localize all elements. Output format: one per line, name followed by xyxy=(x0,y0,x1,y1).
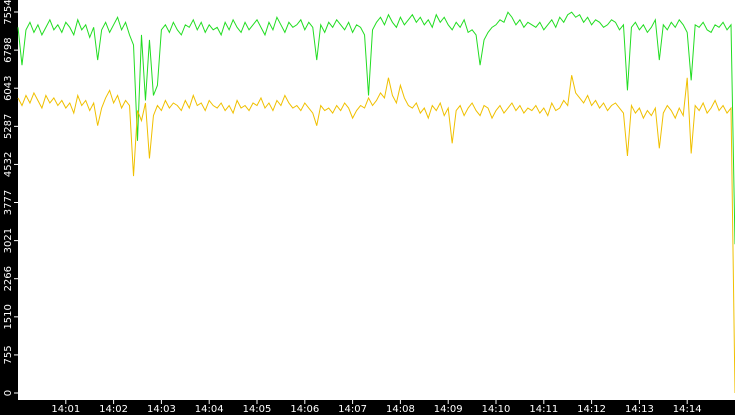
x-tick-label: 14:05 xyxy=(243,404,272,415)
y-tick-label: 4532 xyxy=(3,152,14,177)
y-tick-label: 6798 xyxy=(3,37,14,62)
x-tick-label: 14:11 xyxy=(529,404,558,415)
x-tick-label: 14:09 xyxy=(434,404,463,415)
y-tick-label: 7554 xyxy=(3,0,14,25)
x-tick-label: 14:01 xyxy=(51,404,80,415)
x-tick-label: 14:14 xyxy=(673,404,702,415)
x-tick-label: 14:12 xyxy=(577,404,606,415)
y-tick-label: 3021 xyxy=(3,228,14,253)
y-tick-label: 0 xyxy=(3,390,14,396)
plot-area xyxy=(18,0,735,400)
y-tick-label: 755 xyxy=(3,345,14,364)
y-tick-label: 1510 xyxy=(3,304,14,329)
y-tick-label: 6043 xyxy=(3,75,14,100)
y-tick-label: 2266 xyxy=(3,266,14,291)
series-line xyxy=(17,11,735,245)
x-tick-label: 14:08 xyxy=(386,404,415,415)
x-tick-label: 14:13 xyxy=(625,404,654,415)
x-tick-label: 14:06 xyxy=(290,404,319,415)
x-tick-label: 14:07 xyxy=(338,404,367,415)
y-tick-label: 5287 xyxy=(3,114,14,139)
series-line xyxy=(17,75,735,394)
x-tick-label: 14:02 xyxy=(99,404,128,415)
y-tick-label: 3777 xyxy=(3,190,14,215)
x-tick-label: 14:10 xyxy=(482,404,511,415)
x-tick-label: 14:03 xyxy=(147,404,176,415)
x-tick-label: 14:04 xyxy=(195,404,224,415)
